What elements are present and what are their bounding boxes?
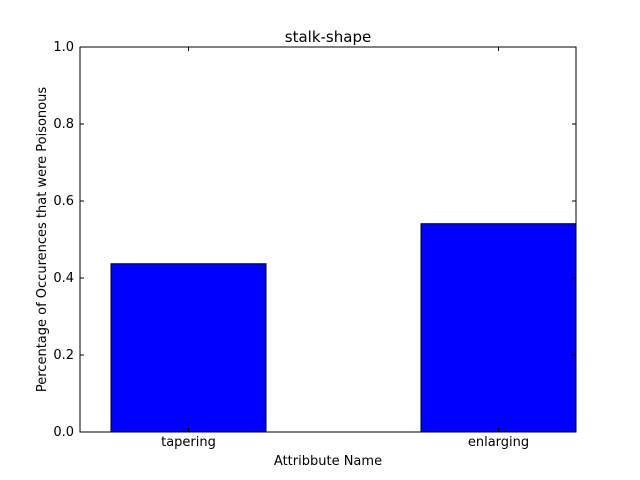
x-tick-label: tapering [161,435,216,450]
y-tick-label: 0.2 [53,348,74,363]
ticks-group: tapering enlarging 0.0 0.2 0.4 0.6 0.8 1.0 [53,40,576,450]
bar-tapering [110,263,267,433]
x-tick-label: enlarging [468,435,529,450]
y-tick-label: 0.8 [53,117,74,132]
plot-frame [79,46,577,433]
x-axis-label: Attribbute Name [274,454,382,469]
y-tick-label: 0.6 [53,194,74,209]
y-tick-label: 1.0 [53,40,74,55]
y-axis-label: Percentage of Occurences that were Poiso… [35,87,50,392]
chart-title: stalk-shape [285,28,371,46]
bars-group [110,223,577,433]
y-tick-label: 0.0 [53,425,74,440]
bar-enlarging [420,223,577,433]
y-tick-label: 0.4 [53,271,74,286]
